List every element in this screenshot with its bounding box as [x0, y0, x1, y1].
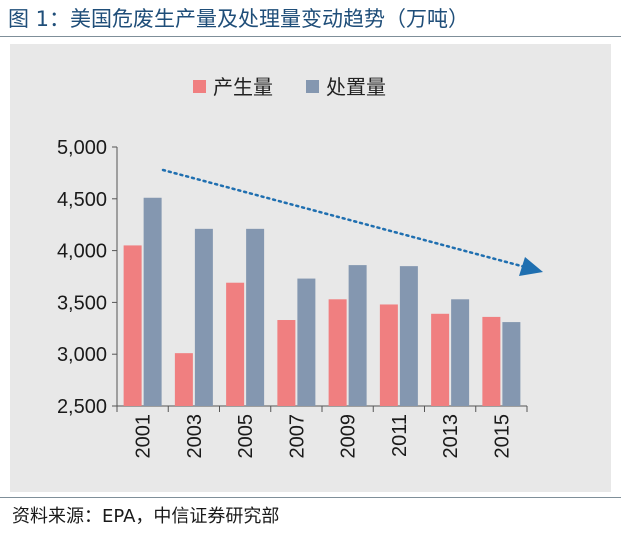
- bar-disposed-2003: [194, 228, 213, 406]
- y-tick-label: 2,500: [57, 396, 107, 418]
- bar-disposed-2005: [246, 228, 265, 406]
- x-tick-label-2005: 2005: [235, 414, 257, 459]
- bar-disposed-2009: [348, 265, 367, 406]
- legend-label-2: 处置量: [326, 75, 386, 99]
- chart: 产生量 处置量 2,500 3,000 3,500 4,000 4,500 5,000 2001…: [57, 75, 543, 459]
- y-tick-label: 4,000: [57, 241, 107, 263]
- x-tick-label-2013: 2013: [440, 414, 462, 459]
- figure-title: 图 1：美国危废生产量及处理量变动趋势（万吨）: [8, 7, 470, 31]
- bar-disposed-2001: [143, 197, 162, 406]
- bar-generated-2011: [379, 304, 398, 406]
- bar-generated-2003: [174, 353, 193, 406]
- chart-background: [10, 44, 611, 492]
- x-tick-label-2011: 2011: [389, 414, 411, 457]
- bar-generated-2005: [226, 282, 245, 406]
- y-tick-label: 3,000: [57, 344, 107, 366]
- bar-disposed-2013: [451, 299, 470, 406]
- bar-generated-2007: [277, 320, 296, 406]
- legend-swatch-1: [193, 80, 206, 93]
- trend-arrow-head: [519, 257, 543, 276]
- x-tick-label-2009: 2009: [338, 414, 360, 459]
- legend-swatch-2: [306, 80, 319, 93]
- legend-label-1: 产生量: [213, 75, 273, 99]
- x-tick-label-2001: 2001: [133, 414, 155, 459]
- y-tick-label: 3,500: [57, 292, 107, 314]
- bar-disposed-2015: [502, 322, 521, 406]
- bar-disposed-2007: [297, 278, 316, 406]
- x-tick-label-2003: 2003: [184, 414, 206, 459]
- bar-generated-2001: [123, 245, 142, 406]
- y-tick-label: 5,000: [57, 137, 107, 159]
- trend-arrow-line: [161, 168, 527, 269]
- title-divider: [0, 36, 621, 37]
- y-tick-label: 4,500: [57, 189, 107, 211]
- bar-generated-2009: [328, 299, 347, 406]
- bar-disposed-2011: [399, 266, 418, 406]
- x-tick-label-2007: 2007: [286, 414, 308, 459]
- x-tick-label-2015: 2015: [491, 414, 513, 459]
- bar-generated-2013: [431, 313, 450, 406]
- source-divider: [0, 497, 621, 498]
- bar-generated-2015: [482, 316, 501, 406]
- source-note: 资料来源：EPA，中信证券研究部: [12, 506, 280, 527]
